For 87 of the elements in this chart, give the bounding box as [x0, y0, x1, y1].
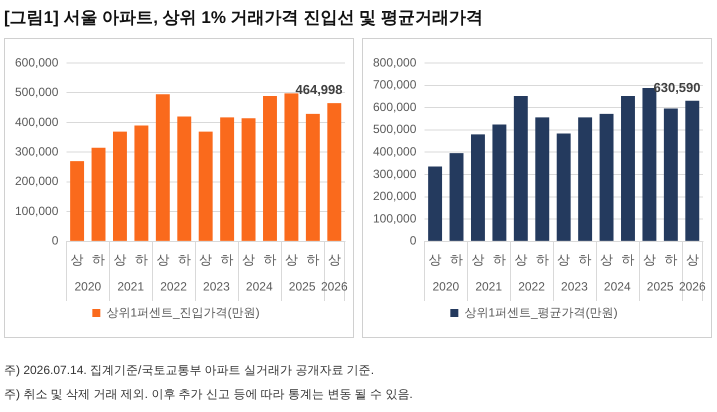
y-tick-label: 500,000	[372, 122, 417, 136]
y-tick-label: 700,000	[372, 78, 417, 92]
text: 2024	[246, 279, 273, 294]
x-tick-label: 상	[428, 252, 442, 267]
x-tick-label: 하	[578, 252, 592, 267]
text: 2026	[678, 279, 706, 294]
bar	[70, 161, 84, 241]
x-tick-label: 상	[686, 252, 699, 267]
text: 2024	[604, 279, 631, 294]
bar	[470, 134, 485, 241]
bar	[198, 132, 213, 241]
x-tick-label: 하	[664, 252, 678, 267]
bar	[578, 117, 592, 241]
bar	[92, 148, 106, 241]
text: 2021	[117, 279, 144, 294]
bar	[492, 124, 506, 241]
x-tick-label: 상	[471, 252, 484, 267]
text: 주) 2026.07.14. 집계기준/국토교통부 아파트 실거래가 공개자료 기준.	[4, 362, 376, 379]
x-tick-label: 상	[600, 252, 614, 267]
x-tick-label: 하	[134, 252, 148, 267]
x-tick-label: 하	[492, 252, 506, 267]
text: 2023	[203, 279, 230, 294]
bar	[242, 118, 256, 241]
x-tick-label: 상	[557, 252, 570, 267]
text: 2026	[320, 279, 348, 294]
bar	[112, 132, 127, 241]
text: 2021	[475, 279, 502, 294]
y-tick-label: 500,000	[14, 85, 59, 100]
text: [그림1] 서울 아파트, 상위 1% 거래가격 진입선 및 평균거래가격	[4, 7, 483, 29]
bar	[177, 116, 192, 241]
y-tick-label: 200,000	[372, 189, 417, 204]
x-tick-label: 상	[113, 252, 126, 267]
x-tick-label: 상	[284, 252, 298, 267]
x-tick-label: 상	[70, 252, 84, 267]
bar	[263, 96, 277, 241]
data-label: 630,590	[654, 80, 700, 95]
bar	[327, 103, 342, 241]
bar	[306, 114, 320, 241]
y-tick-label: 300,000	[14, 144, 59, 159]
text: 2022	[518, 279, 546, 294]
y-tick-label: 600,000	[372, 100, 417, 114]
x-tick-label: 상	[156, 252, 170, 267]
x-tick-label: 하	[178, 252, 191, 267]
y-tick-label: 100,000	[372, 211, 417, 226]
bar	[514, 96, 528, 241]
y-tick-label: 0	[410, 234, 417, 248]
bar	[556, 133, 571, 241]
x-tick-label: 상	[514, 252, 528, 267]
x-tick-label: 상	[242, 252, 256, 267]
text: 주) 취소 및 삭제 거래 제외. 이후 추가 신고 등에 따라 통계는 변동 될 수 있음.	[4, 386, 413, 403]
text: 2025	[646, 279, 674, 294]
y-tick-label: 600,000	[14, 55, 59, 70]
y-tick-label: 800,000	[372, 55, 417, 70]
bar	[535, 117, 550, 241]
text: 2023	[561, 279, 588, 294]
data-label: 464,998	[296, 82, 342, 98]
bar	[134, 125, 148, 241]
x-tick-label: 하	[306, 252, 320, 267]
text: 2020	[432, 279, 460, 294]
legend-label: 상위1퍼센트_진입가격(만원)	[106, 305, 260, 320]
x-tick-label: 하	[450, 252, 464, 267]
bar	[600, 114, 614, 241]
x-tick-label: 상	[328, 252, 341, 267]
x-tick-label: 하	[263, 252, 276, 267]
y-tick-label: 0	[52, 234, 59, 248]
y-tick-label: 100,000	[14, 204, 59, 218]
bar	[685, 100, 700, 241]
text: 2025	[288, 279, 316, 294]
x-tick-label: 하	[536, 252, 549, 267]
bar	[428, 166, 442, 241]
bar	[664, 108, 678, 241]
y-tick-label: 400,000	[372, 144, 417, 159]
x-tick-label: 상	[642, 252, 656, 267]
text: 2022	[160, 279, 188, 294]
bar	[220, 117, 234, 241]
y-tick-label: 300,000	[372, 166, 417, 181]
bar	[156, 94, 170, 241]
x-tick-label: 상	[199, 252, 212, 267]
y-tick-label: 200,000	[14, 174, 59, 188]
y-tick-label: 400,000	[14, 114, 59, 129]
bar	[621, 96, 635, 241]
x-tick-label: 하	[92, 252, 106, 267]
text: 2020	[74, 279, 102, 294]
legend-label: 상위1퍼센트_평균가격(만원)	[464, 305, 618, 320]
x-tick-label: 하	[621, 252, 634, 267]
x-tick-label: 하	[220, 252, 234, 267]
bar	[450, 153, 464, 241]
